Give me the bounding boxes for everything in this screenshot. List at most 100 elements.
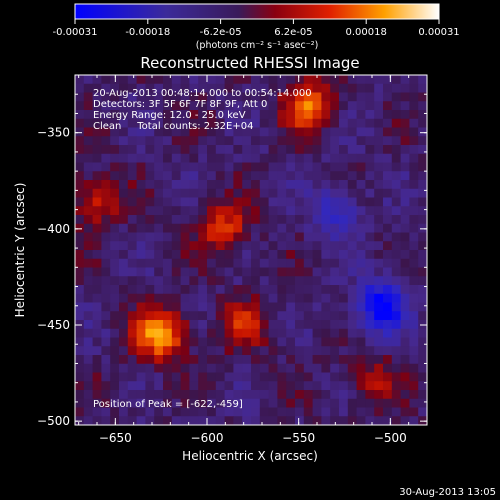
heatmap-cell (180, 346, 190, 356)
heatmap-cell (233, 267, 243, 277)
heatmap-cell (154, 337, 164, 347)
heatmap-cell (171, 110, 181, 120)
heatmap-cell (233, 355, 243, 365)
heatmap-cell (259, 153, 269, 163)
heatmap-cell (215, 407, 225, 417)
heatmap-cell (303, 407, 313, 417)
heatmap-cell (418, 311, 427, 321)
heatmap-cell (277, 250, 287, 260)
heatmap-cell (418, 346, 427, 356)
heatmap-cell (339, 171, 349, 181)
heatmap-cell (312, 276, 322, 286)
heatmap-cell (383, 407, 393, 417)
heatmap-cell (171, 171, 181, 181)
heatmap-cell (127, 101, 137, 111)
heatmap-cell (127, 355, 137, 365)
heatmap-cell (75, 92, 85, 102)
heatmap-cell (75, 276, 85, 286)
heatmap-cell (312, 337, 322, 347)
heatmap-cell (400, 320, 410, 330)
heatmap-cell (400, 267, 410, 277)
heatmap-cell (268, 346, 278, 356)
heatmap-cell (215, 241, 225, 251)
heatmap-cell (330, 293, 340, 303)
heatmap-cell (171, 416, 181, 425)
heatmap-cell (101, 101, 111, 111)
heatmap-cell (268, 153, 278, 163)
heatmap-cell (207, 162, 217, 172)
heatmap-cell (101, 250, 111, 260)
heatmap-cell (418, 232, 427, 242)
heatmap-cell (251, 258, 261, 268)
heatmap-cell (92, 127, 102, 137)
heatmap-cell (127, 153, 137, 163)
heatmap-cell (180, 110, 190, 120)
heatmap-cell (400, 328, 410, 338)
heatmap-cell (356, 302, 366, 312)
heatmap-cell (356, 328, 366, 338)
heatmap-cell (127, 363, 137, 373)
heatmap-cell (83, 390, 93, 400)
heatmap-cell (365, 232, 375, 242)
heatmap-cell (215, 118, 225, 128)
heatmap-cell (171, 118, 181, 128)
heatmap-cell (83, 276, 93, 286)
heatmap-cell (347, 83, 357, 93)
heatmap-cell (391, 232, 401, 242)
heatmap-cell (215, 215, 225, 225)
heatmap-cell (127, 328, 137, 338)
heatmap-cell (268, 337, 278, 347)
heatmap-cell (268, 197, 278, 207)
heatmap-cell (312, 188, 322, 198)
heatmap-cell (365, 363, 375, 373)
heatmap-cell (224, 381, 234, 391)
heatmap-cell (356, 320, 366, 330)
heatmap-cell (180, 311, 190, 321)
heatmap-cell (303, 355, 313, 365)
heatmap-cell (119, 180, 129, 190)
heatmap-cell (347, 153, 357, 163)
heatmap-cell (365, 223, 375, 233)
heatmap-cell (374, 293, 384, 303)
heatmap-cell (295, 398, 305, 408)
heatmap-cell (356, 276, 366, 286)
heatmap-cell (268, 162, 278, 172)
heatmap-cell (312, 153, 322, 163)
heatmap-cell (400, 171, 410, 181)
heatmap-cell (92, 206, 102, 216)
heatmap-cell (101, 390, 111, 400)
heatmap-cell (163, 381, 173, 391)
heatmap-cell (180, 416, 190, 425)
heatmap-cell (347, 241, 357, 251)
heatmap-cell (268, 381, 278, 391)
heatmap-cell (321, 92, 331, 102)
heatmap-cell (277, 311, 287, 321)
heatmap-cell (251, 363, 261, 373)
heatmap-cell (224, 398, 234, 408)
heatmap-cell (374, 390, 384, 400)
heatmap-cell (233, 83, 243, 93)
heatmap-cell (127, 302, 137, 312)
heatmap-cell (215, 197, 225, 207)
heatmap-cell (83, 241, 93, 251)
heatmap-cell (101, 188, 111, 198)
heatmap-cell (286, 320, 296, 330)
heatmap-cell (418, 75, 427, 85)
heatmap-cell (198, 250, 208, 260)
heatmap-cell (83, 153, 93, 163)
heatmap-cell (347, 188, 357, 198)
heatmap-cell (154, 407, 164, 417)
heatmap-cell (163, 390, 173, 400)
heatmap-cell (268, 127, 278, 137)
heatmap-cell (189, 285, 199, 295)
heatmap-cell (303, 101, 313, 111)
heatmap-cell (92, 293, 102, 303)
heatmap-cell (110, 320, 120, 330)
heatmap-cell (259, 346, 269, 356)
heatmap-cell (295, 101, 305, 111)
heatmap-cell (119, 110, 129, 120)
heatmap-cell (180, 302, 190, 312)
heatmap-cell (198, 223, 208, 233)
heatmap-cell (127, 180, 137, 190)
heatmap-cell (374, 75, 384, 85)
